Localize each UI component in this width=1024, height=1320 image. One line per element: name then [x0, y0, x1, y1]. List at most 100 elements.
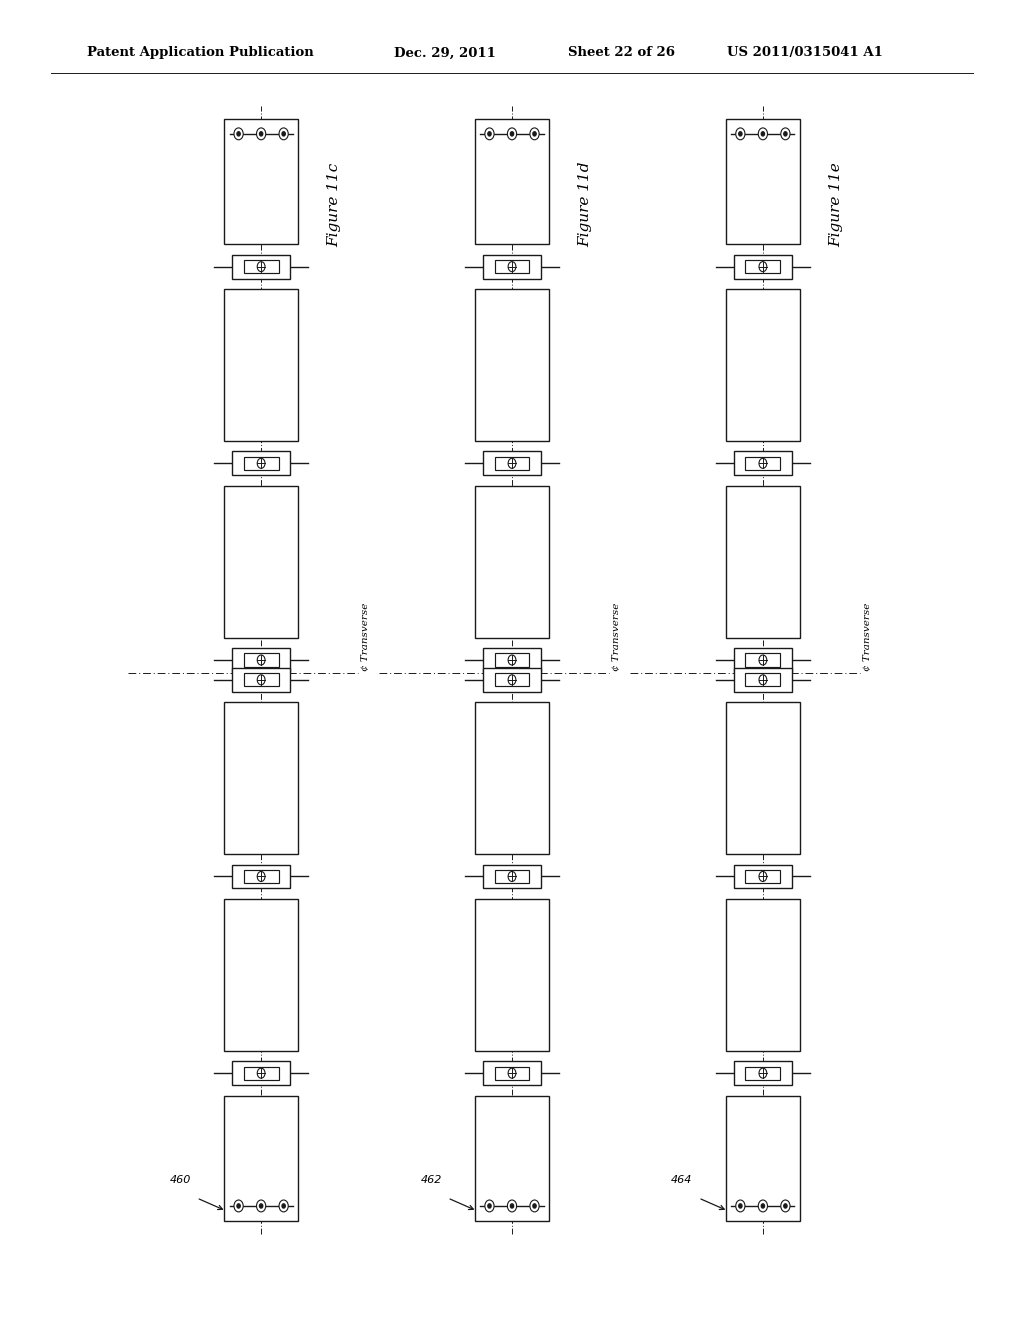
Circle shape — [761, 1204, 765, 1208]
Circle shape — [279, 128, 289, 140]
Bar — [483, 451, 541, 475]
Bar — [232, 668, 290, 692]
Bar — [244, 457, 279, 470]
Bar — [224, 1096, 298, 1221]
Bar — [734, 668, 792, 692]
Circle shape — [510, 1204, 514, 1208]
Bar — [734, 255, 792, 279]
Circle shape — [259, 1204, 263, 1208]
Bar — [232, 1061, 290, 1085]
Circle shape — [256, 1200, 266, 1212]
Circle shape — [781, 1200, 791, 1212]
Circle shape — [237, 132, 241, 136]
Bar — [244, 260, 279, 273]
Bar — [745, 653, 780, 667]
Bar — [726, 702, 800, 854]
Circle shape — [259, 132, 263, 136]
Circle shape — [282, 132, 286, 136]
Circle shape — [530, 128, 539, 140]
Bar — [745, 1067, 780, 1080]
Circle shape — [735, 128, 744, 140]
Circle shape — [530, 1200, 539, 1212]
Bar — [495, 673, 529, 686]
Bar — [495, 870, 529, 883]
Text: 462: 462 — [421, 1175, 441, 1185]
Bar — [745, 673, 780, 686]
Bar — [495, 1067, 529, 1080]
Bar — [483, 668, 541, 692]
Bar — [232, 865, 290, 888]
Bar — [483, 1061, 541, 1085]
Bar — [726, 486, 800, 638]
Bar — [483, 865, 541, 888]
Bar — [726, 1096, 800, 1221]
Circle shape — [282, 1204, 286, 1208]
Bar — [745, 457, 780, 470]
Bar — [232, 255, 290, 279]
Bar — [224, 119, 298, 244]
Circle shape — [532, 132, 537, 136]
Circle shape — [510, 132, 514, 136]
Circle shape — [758, 128, 768, 140]
Circle shape — [485, 128, 494, 140]
Circle shape — [233, 1200, 244, 1212]
Bar — [475, 899, 549, 1051]
Text: Figure 11d: Figure 11d — [579, 162, 593, 247]
Circle shape — [485, 1200, 494, 1212]
Bar — [495, 260, 529, 273]
Bar — [224, 702, 298, 854]
Bar — [734, 1061, 792, 1085]
Bar — [745, 260, 780, 273]
Bar — [232, 451, 290, 475]
Text: Figure 11c: Figure 11c — [328, 162, 342, 247]
Bar — [232, 648, 290, 672]
Bar — [734, 451, 792, 475]
Circle shape — [508, 128, 516, 140]
Circle shape — [783, 1204, 787, 1208]
Bar — [483, 648, 541, 672]
Bar — [244, 1067, 279, 1080]
Circle shape — [738, 1204, 742, 1208]
Text: Dec. 29, 2011: Dec. 29, 2011 — [394, 46, 496, 59]
Bar — [224, 899, 298, 1051]
Bar — [745, 870, 780, 883]
Text: ¢ Transverse: ¢ Transverse — [863, 602, 872, 671]
Circle shape — [487, 132, 492, 136]
Bar — [495, 457, 529, 470]
Bar — [475, 486, 549, 638]
Bar — [475, 119, 549, 244]
Bar — [726, 899, 800, 1051]
Text: Patent Application Publication: Patent Application Publication — [87, 46, 313, 59]
Circle shape — [256, 128, 266, 140]
Circle shape — [758, 1200, 768, 1212]
Bar — [224, 289, 298, 441]
Bar — [475, 702, 549, 854]
Text: Sheet 22 of 26: Sheet 22 of 26 — [568, 46, 675, 59]
Circle shape — [233, 128, 244, 140]
Circle shape — [279, 1200, 289, 1212]
Bar — [224, 486, 298, 638]
Text: US 2011/0315041 A1: US 2011/0315041 A1 — [727, 46, 883, 59]
Bar — [495, 653, 529, 667]
Text: Figure 11e: Figure 11e — [829, 162, 844, 247]
Text: ¢ Transverse: ¢ Transverse — [361, 602, 371, 671]
Circle shape — [735, 1200, 744, 1212]
Circle shape — [783, 132, 787, 136]
Circle shape — [237, 1204, 241, 1208]
Text: 464: 464 — [672, 1175, 692, 1185]
Text: 460: 460 — [170, 1175, 190, 1185]
Bar — [734, 648, 792, 672]
Circle shape — [532, 1204, 537, 1208]
Bar — [475, 1096, 549, 1221]
Bar — [726, 289, 800, 441]
Circle shape — [781, 128, 791, 140]
Circle shape — [487, 1204, 492, 1208]
Text: ¢ Transverse: ¢ Transverse — [612, 602, 622, 671]
Bar — [244, 653, 279, 667]
Circle shape — [761, 132, 765, 136]
Bar — [726, 119, 800, 244]
Bar — [244, 870, 279, 883]
Bar — [475, 289, 549, 441]
Bar — [244, 673, 279, 686]
Circle shape — [738, 132, 742, 136]
